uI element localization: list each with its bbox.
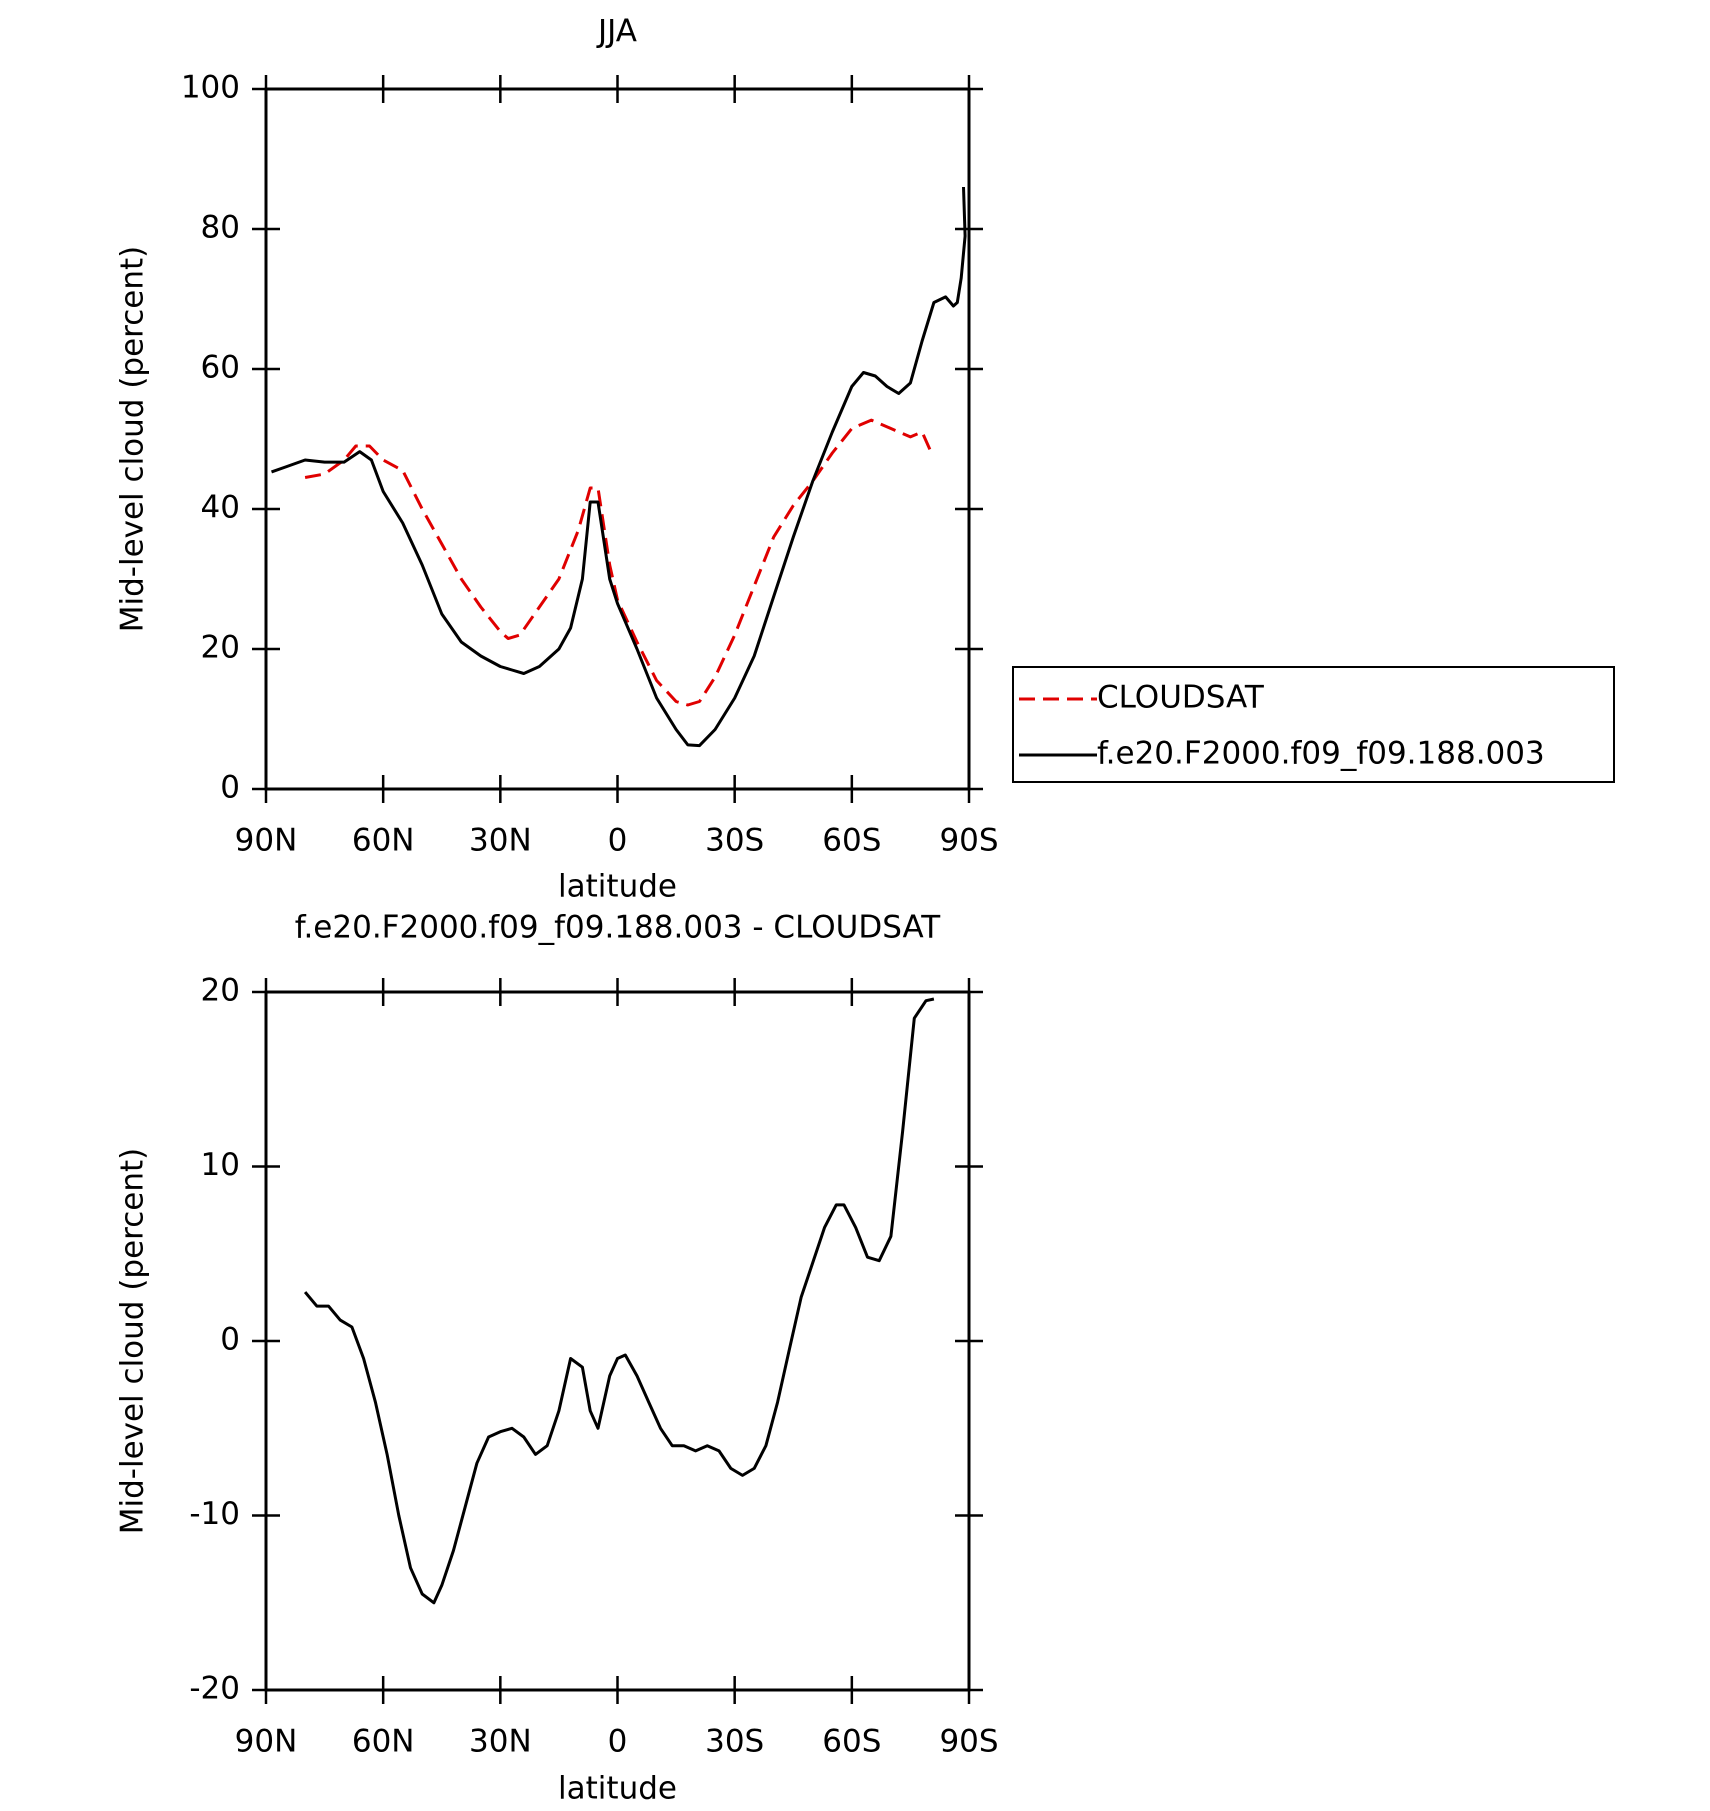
plot-frame <box>264 990 971 1692</box>
y-tick-label: 0 <box>220 1322 240 1358</box>
x-tick-label: 90N <box>235 823 298 859</box>
x-tick-label: 90N <box>235 1724 298 1760</box>
y-tick-label: 100 <box>181 70 240 106</box>
legend: CLOUDSAT f.e20.F2000.f09_f09.188.003 <box>1012 666 1615 783</box>
x-tick-label: 90S <box>939 823 998 859</box>
x-tick-label: 30N <box>469 1724 532 1760</box>
chart-title: f.e20.F2000.f09_f09.188.003 - CLOUDSAT <box>295 910 941 946</box>
y-axis-label: Mid-level cloud (percent) <box>115 1148 151 1535</box>
y-tick-label: 10 <box>201 1147 240 1183</box>
chart-title: JJA <box>596 14 637 50</box>
legend-box <box>1012 666 1615 783</box>
x-tick-label: 60S <box>822 1724 881 1760</box>
y-tick-label: 20 <box>201 630 240 666</box>
legend-label: f.e20.F2000.f09_f09.188.003 <box>1097 736 1545 772</box>
x-tick-label: 30N <box>469 823 532 859</box>
y-tick-label: 40 <box>201 490 240 526</box>
x-tick-label: 60N <box>352 823 415 859</box>
y-tick-label: -10 <box>189 1496 240 1532</box>
x-tick-label: 0 <box>608 1724 628 1760</box>
x-tick-label: 30S <box>705 1724 764 1760</box>
y-tick-label: 60 <box>201 350 240 386</box>
x-tick-label: 60S <box>822 823 881 859</box>
x-tick-label: 60N <box>352 1724 415 1760</box>
x-tick-label: 90S <box>939 1724 998 1760</box>
y-tick-label: 0 <box>220 770 240 806</box>
series-line <box>304 418 932 707</box>
x-axis-label: latitude <box>558 869 677 905</box>
y-axis-label: Mid-level cloud (percent) <box>115 246 151 633</box>
x-tick-label: 30S <box>705 823 764 859</box>
series-line <box>271 186 967 748</box>
y-tick-label: 20 <box>201 973 240 1009</box>
y-tick-label: -20 <box>189 1671 240 1707</box>
x-axis-label: latitude <box>558 1771 677 1807</box>
plot-frame <box>264 87 971 791</box>
series-line <box>303 997 935 1605</box>
x-tick-label: 0 <box>608 823 628 859</box>
legend-label: CLOUDSAT <box>1097 680 1265 716</box>
y-tick-label: 80 <box>201 210 240 246</box>
